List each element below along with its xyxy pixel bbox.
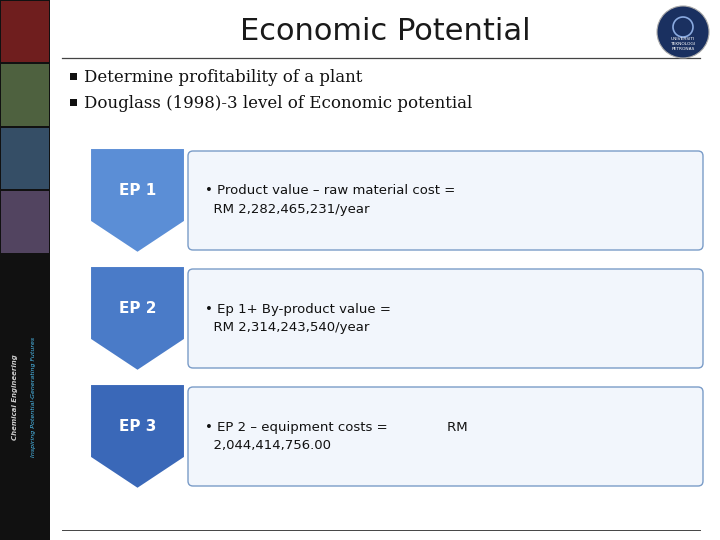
- Text: Chemical Engineering: Chemical Engineering: [12, 354, 18, 440]
- Text: EP 2: EP 2: [119, 301, 156, 316]
- Polygon shape: [90, 384, 185, 489]
- Text: Determine profitability of a plant: Determine profitability of a plant: [84, 70, 362, 86]
- Polygon shape: [90, 148, 185, 253]
- Text: Inspiring Potential·Generating Futures: Inspiring Potential·Generating Futures: [32, 337, 37, 457]
- Bar: [1, 1, 49, 63]
- Text: EP 1: EP 1: [119, 183, 156, 198]
- Text: • Ep 1+ By-product value =
  RM 2,314,243,540/year: • Ep 1+ By-product value = RM 2,314,243,…: [205, 302, 391, 334]
- Text: UNIVERSITI
TEKNOLOGI
PETRONAS: UNIVERSITI TEKNOLOGI PETRONAS: [670, 37, 696, 51]
- FancyBboxPatch shape: [188, 269, 703, 368]
- FancyBboxPatch shape: [188, 387, 703, 486]
- Bar: [70, 73, 77, 80]
- Bar: [1, 64, 49, 126]
- Text: • Product value – raw material cost =
  RM 2,282,465,231/year: • Product value – raw material cost = RM…: [205, 185, 455, 217]
- Polygon shape: [90, 266, 185, 371]
- Circle shape: [657, 6, 709, 58]
- Text: EP 3: EP 3: [119, 419, 156, 434]
- Bar: [1, 191, 49, 253]
- FancyBboxPatch shape: [188, 151, 703, 250]
- Text: Economic Potential: Economic Potential: [240, 17, 531, 46]
- Bar: [1, 128, 49, 190]
- Text: • EP 2 – equipment costs =              RM
  2,044,414,756.00: • EP 2 – equipment costs = RM 2,044,414,…: [205, 421, 467, 453]
- Text: Douglass (1998)-3 level of Economic potential: Douglass (1998)-3 level of Economic pote…: [84, 96, 472, 112]
- Bar: [70, 99, 77, 106]
- Bar: [0, 0, 50, 540]
